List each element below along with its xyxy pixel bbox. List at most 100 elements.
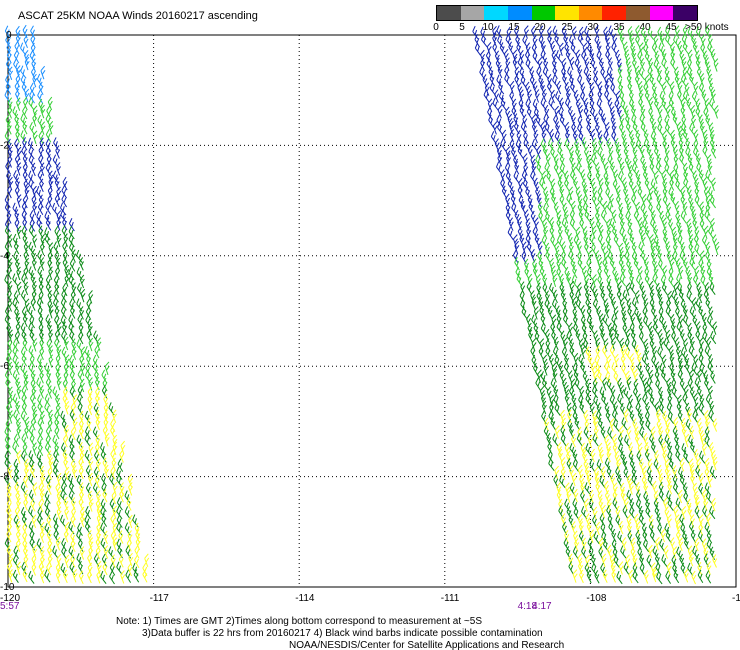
wind-barb <box>627 65 633 79</box>
wind-barb <box>24 185 30 200</box>
latitude-tick-label: 0 <box>6 30 12 41</box>
wind-barb <box>39 337 45 352</box>
wind-barb <box>536 66 542 80</box>
wind-barb <box>28 154 35 168</box>
wind-barb <box>23 34 29 48</box>
wind-barb <box>96 458 102 472</box>
wind-barb <box>4 314 11 328</box>
wind-barb <box>55 393 61 408</box>
wind-barb <box>45 201 52 215</box>
wind-barb <box>14 154 20 168</box>
wind-barb <box>634 65 640 80</box>
wind-barb <box>62 449 68 463</box>
wind-barb <box>15 25 21 40</box>
wind-barb <box>548 97 555 111</box>
wind-barb <box>56 506 62 520</box>
wind-barb <box>37 114 44 129</box>
wind-barb <box>551 57 557 72</box>
wind-barb <box>647 65 654 80</box>
wind-barb <box>53 241 60 255</box>
wind-barb <box>61 330 67 344</box>
latitude-tick-label: -4 <box>0 251 9 262</box>
wind-barb <box>84 410 91 424</box>
wind-barb <box>38 313 44 328</box>
wind-barb <box>16 65 21 79</box>
wind-barb <box>21 401 28 415</box>
wind-barb <box>40 521 45 536</box>
wind-barb <box>527 89 533 103</box>
wind-barb <box>14 113 20 128</box>
wind-barb <box>6 42 12 56</box>
wind-barb <box>119 488 125 503</box>
wind-barb <box>94 376 100 391</box>
wind-barb <box>88 442 94 456</box>
wind-barb <box>70 289 76 304</box>
wind-barb <box>70 530 76 545</box>
latitude-tick-label: -2 <box>0 140 9 151</box>
wind-barb <box>96 504 102 519</box>
wind-barb <box>5 250 12 264</box>
wind-barb <box>14 481 20 496</box>
wind-barb <box>68 490 75 504</box>
wind-barb <box>37 442 44 456</box>
wind-barb <box>23 474 29 488</box>
wind-barb <box>4 130 11 144</box>
wind-barb <box>29 354 36 368</box>
wind-barb <box>79 274 85 289</box>
wind-barb <box>22 442 28 456</box>
wind-barb <box>36 186 43 200</box>
wind-barb <box>12 441 19 455</box>
wind-barb <box>104 433 110 447</box>
wind-barb <box>77 402 84 416</box>
wind-barb <box>53 529 60 543</box>
wind-barb <box>540 80 546 95</box>
footnote-line-2: 3)Data buffer is 22 hrs from 20160217 4)… <box>142 628 543 639</box>
wind-barb <box>47 466 53 480</box>
wind-barb <box>44 490 51 504</box>
wind-barb <box>100 570 107 585</box>
wind-barb <box>31 194 37 208</box>
wind-barb <box>687 26 694 40</box>
wind-barb <box>88 537 94 551</box>
wind-barb <box>92 361 99 375</box>
wind-barb <box>62 378 68 392</box>
wind-barb <box>45 217 52 231</box>
wind-barb <box>54 193 60 208</box>
wind-barb <box>45 129 52 143</box>
scale-label: 10 <box>482 22 494 33</box>
wind-barb <box>14 80 20 95</box>
wind-barb <box>77 538 84 552</box>
wind-barb <box>695 26 703 40</box>
wind-barb <box>643 81 649 96</box>
wind-barb <box>46 514 52 529</box>
wind-barb <box>561 66 567 80</box>
wind-barb <box>45 281 52 296</box>
wind-barb <box>22 538 28 552</box>
wind-barb <box>28 489 35 503</box>
wind-barb <box>85 482 92 497</box>
wind-barb <box>12 106 19 120</box>
wind-barb <box>30 417 36 431</box>
wind-barb <box>664 33 672 47</box>
wind-barb <box>63 433 68 448</box>
wind-barb <box>705 25 711 39</box>
wind-barb <box>28 345 35 359</box>
wind-barb <box>70 513 76 528</box>
wind-barb <box>144 553 150 567</box>
wind-barb <box>68 481 75 495</box>
wind-barb <box>40 121 46 135</box>
scale-label: 45 <box>665 22 677 33</box>
wind-barb <box>5 161 11 175</box>
wind-barb <box>604 89 610 103</box>
wind-barb <box>101 553 108 568</box>
wind-barb <box>20 130 27 144</box>
wind-barb <box>56 472 62 487</box>
wind-barb <box>44 233 51 247</box>
wind-barb <box>92 354 99 368</box>
wind-barb <box>695 57 701 71</box>
wind-barb <box>63 569 68 584</box>
wind-barb <box>64 273 70 287</box>
wind-barb <box>37 265 44 280</box>
wind-barb <box>52 170 59 184</box>
